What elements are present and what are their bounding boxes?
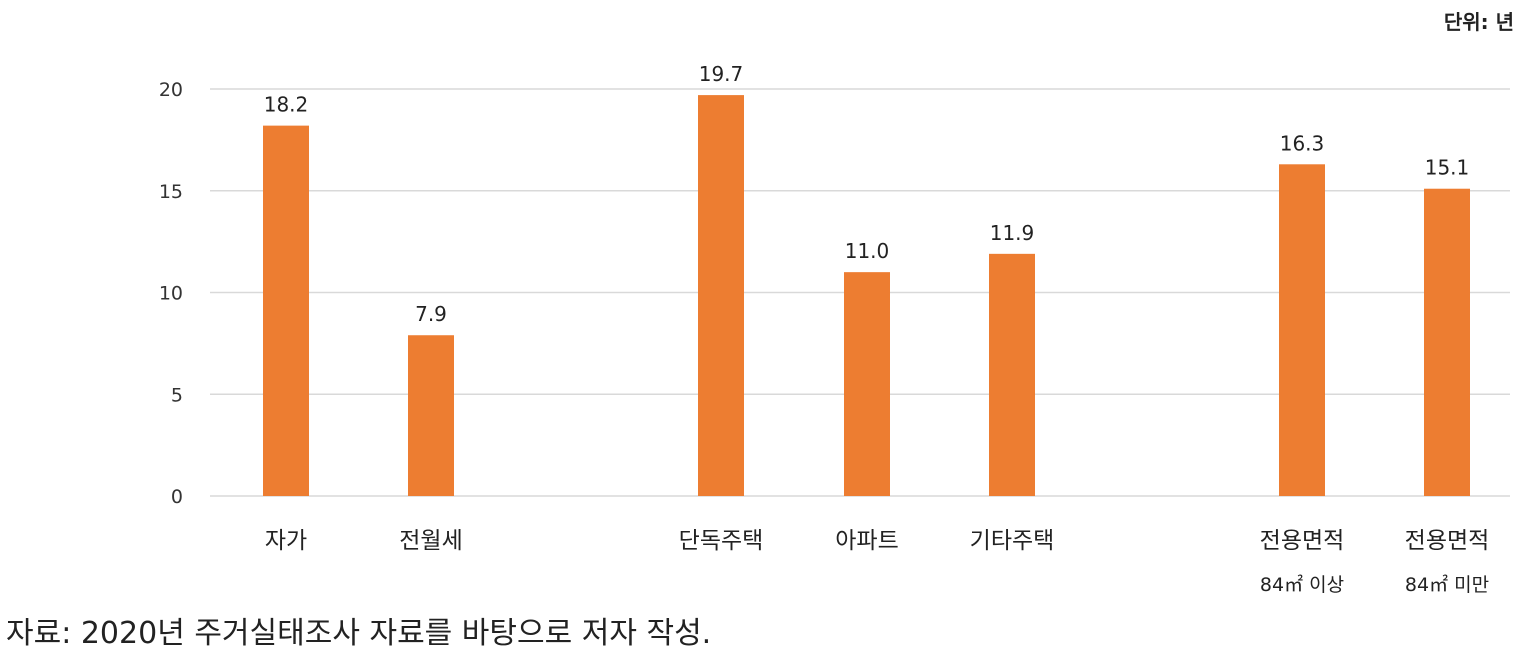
category-label: 아파트 bbox=[835, 528, 898, 554]
bar bbox=[1424, 188, 1470, 496]
y-tick-label: 15 bbox=[159, 181, 183, 203]
y-axis-ticks: 0 5 10 15 20 bbox=[159, 79, 183, 508]
data-label: 16.3 bbox=[1280, 131, 1325, 155]
category-sublabel: 84㎡ 미만 bbox=[1405, 573, 1489, 596]
category-label: 전월세 bbox=[399, 528, 462, 554]
data-label: 7.9 bbox=[415, 302, 447, 326]
y-tick-label: 10 bbox=[159, 283, 183, 305]
data-label: 19.7 bbox=[699, 62, 744, 86]
category-label: 전용면적 bbox=[1260, 528, 1345, 554]
category-labels: 자가 전월세 단독주택 아파트 기타주택 전용면적 84㎡ 이상 전용면적 84㎡ 미만 bbox=[265, 528, 1489, 596]
category-sublabel: 84㎡ 이상 bbox=[1260, 573, 1344, 596]
data-label: 18.2 bbox=[264, 93, 309, 117]
bar bbox=[408, 335, 454, 496]
bar bbox=[1279, 164, 1325, 497]
category-label: 기타주택 bbox=[970, 528, 1055, 554]
source-note: 자료: 2020년 주거실태조사 자료를 바탕으로 저자 작성. bbox=[6, 616, 712, 651]
data-label: 15.1 bbox=[1425, 156, 1470, 180]
data-labels: 18.2 7.9 19.7 11.0 11.9 16.3 15.1 bbox=[264, 62, 1470, 326]
category-label: 전용면적 bbox=[1405, 528, 1490, 554]
bars bbox=[263, 95, 1470, 497]
y-tick-label: 5 bbox=[171, 384, 183, 406]
y-tick-label: 20 bbox=[159, 79, 183, 101]
unit-label: 단위: 년 bbox=[1443, 10, 1514, 34]
bar bbox=[263, 125, 309, 496]
category-label: 자가 bbox=[265, 528, 307, 554]
data-label: 11.9 bbox=[990, 221, 1035, 245]
bar-chart: 0 5 10 15 20 18.2 7.9 19.7 11.0 11.9 16.3 15.1 자가 전… bbox=[159, 62, 1510, 596]
bar bbox=[844, 272, 890, 496]
y-tick-label: 0 bbox=[171, 486, 183, 508]
bar bbox=[698, 95, 744, 496]
category-label: 단독주택 bbox=[679, 528, 764, 554]
data-label: 11.0 bbox=[845, 239, 890, 263]
bar bbox=[989, 253, 1035, 496]
